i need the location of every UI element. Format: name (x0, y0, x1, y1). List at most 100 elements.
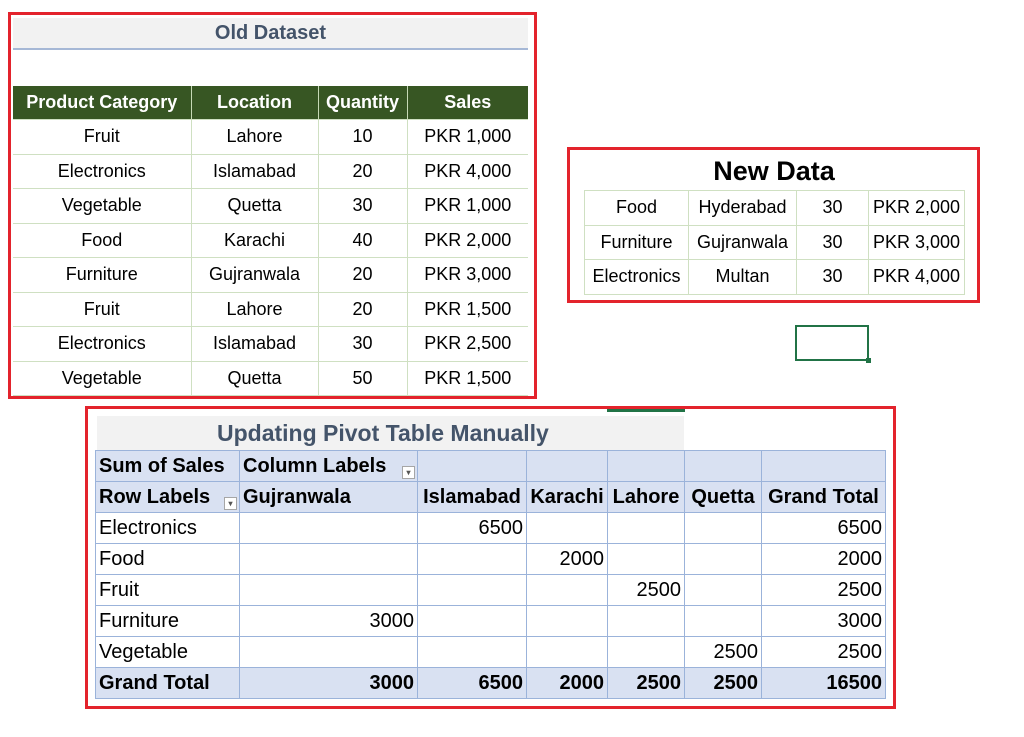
pivot-value-cell[interactable] (684, 512, 762, 544)
table-cell[interactable]: PKR 1,500 (407, 291, 528, 327)
pivot-value-cell[interactable] (607, 636, 685, 668)
table-cell[interactable]: 30 (796, 259, 869, 295)
table-cell[interactable]: Furniture (13, 257, 192, 293)
pivot-value-cell[interactable] (417, 543, 527, 575)
table-cell[interactable]: Furniture (584, 224, 689, 260)
grand-total-value[interactable]: 6500 (417, 667, 527, 699)
grand-total-value[interactable]: 16500 (761, 667, 886, 699)
pivot-value-cell[interactable] (239, 574, 418, 606)
table-cell[interactable]: Quetta (191, 188, 319, 224)
row-labels-cell[interactable]: Row Labels ▾ (95, 481, 240, 513)
table-cell[interactable]: Islamabad (191, 153, 319, 189)
table-cell[interactable]: Quetta (191, 360, 319, 396)
table-cell[interactable]: Multan (688, 259, 797, 295)
table-cell[interactable]: PKR 2,000 (868, 190, 965, 226)
table-cell[interactable]: 50 (318, 360, 408, 396)
table-cell[interactable]: Lahore (191, 119, 319, 155)
table-cell[interactable]: Hyderabad (688, 190, 797, 226)
table-cell[interactable]: 10 (318, 119, 408, 155)
pivot-value-cell[interactable] (526, 605, 608, 637)
table-cell[interactable]: Electronics (584, 259, 689, 295)
header-product-category[interactable]: Product Category (13, 86, 192, 120)
pivot-value-cell[interactable]: 2500 (684, 636, 762, 668)
table-cell[interactable]: 40 (318, 222, 408, 258)
pivot-value-cell[interactable]: 2500 (761, 574, 886, 606)
table-cell[interactable]: 20 (318, 291, 408, 327)
table-cell[interactable]: PKR 4,000 (868, 259, 965, 295)
pivot-value-cell[interactable] (239, 512, 418, 544)
pivot-value-cell[interactable] (607, 605, 685, 637)
pivot-value-cell[interactable]: 2000 (761, 543, 886, 575)
pivot-value-cell[interactable] (417, 574, 527, 606)
sum-of-sales-label[interactable]: Sum of Sales (95, 450, 240, 482)
table-cell[interactable]: 30 (796, 224, 869, 260)
pivot-value-cell[interactable]: 2500 (761, 636, 886, 668)
pivot-row-label[interactable]: Food (95, 543, 240, 575)
grand-total-value[interactable]: 3000 (239, 667, 418, 699)
table-cell[interactable]: Vegetable (13, 188, 192, 224)
grand-total-value[interactable]: 2500 (684, 667, 762, 699)
table-cell[interactable]: PKR 4,000 (407, 153, 528, 189)
col-header-quetta[interactable]: Quetta (684, 481, 762, 513)
table-cell[interactable]: Food (584, 190, 689, 226)
table-cell[interactable]: PKR 1,500 (407, 360, 528, 396)
table-cell[interactable]: PKR 1,000 (407, 119, 528, 155)
col-header-karachi[interactable]: Karachi (526, 481, 608, 513)
col-header-grand-total[interactable]: Grand Total (761, 481, 886, 513)
header-location[interactable]: Location (191, 86, 319, 120)
selected-cell[interactable] (795, 325, 871, 363)
pivot-value-cell[interactable] (526, 574, 608, 606)
pivot-value-cell[interactable] (684, 605, 762, 637)
row-filter-icon[interactable]: ▾ (224, 497, 237, 510)
pivot-value-cell[interactable] (526, 636, 608, 668)
pivot-value-cell[interactable]: 6500 (761, 512, 886, 544)
header-quantity[interactable]: Quantity (318, 86, 408, 120)
pivot-value-cell[interactable] (417, 605, 527, 637)
col-header-islamabad[interactable]: Islamabad (417, 481, 527, 513)
table-cell[interactable]: PKR 3,000 (407, 257, 528, 293)
pivot-value-cell[interactable] (684, 574, 762, 606)
pivot-value-cell[interactable] (526, 512, 608, 544)
table-cell[interactable]: Gujranwala (191, 257, 319, 293)
table-cell[interactable]: Lahore (191, 291, 319, 327)
grand-total-label[interactable]: Grand Total (95, 667, 240, 699)
table-cell[interactable]: 30 (796, 190, 869, 226)
col-header-gujranwala[interactable]: Gujranwala (239, 481, 418, 513)
table-cell[interactable]: PKR 3,000 (868, 224, 965, 260)
pivot-value-cell[interactable]: 3000 (239, 605, 418, 637)
column-filter-icon[interactable]: ▾ (402, 466, 415, 479)
pivot-value-cell[interactable]: 3000 (761, 605, 886, 637)
table-cell[interactable]: PKR 2,500 (407, 326, 528, 362)
table-cell[interactable]: Fruit (13, 119, 192, 155)
table-cell[interactable]: Electronics (13, 326, 192, 362)
table-cell[interactable]: Electronics (13, 153, 192, 189)
pivot-value-cell[interactable] (239, 543, 418, 575)
pivot-value-cell[interactable] (684, 543, 762, 575)
pivot-value-cell[interactable]: 2500 (607, 574, 685, 606)
table-cell[interactable]: Islamabad (191, 326, 319, 362)
pivot-value-cell[interactable] (239, 636, 418, 668)
grand-total-value[interactable]: 2500 (607, 667, 685, 699)
table-cell[interactable]: Karachi (191, 222, 319, 258)
grand-total-value[interactable]: 2000 (526, 667, 608, 699)
table-cell[interactable]: 30 (318, 188, 408, 224)
pivot-value-cell[interactable]: 2000 (526, 543, 608, 575)
pivot-row-label[interactable]: Fruit (95, 574, 240, 606)
table-cell[interactable]: Gujranwala (688, 224, 797, 260)
pivot-value-cell[interactable] (607, 512, 685, 544)
table-cell[interactable]: 30 (318, 326, 408, 362)
pivot-value-cell[interactable] (607, 543, 685, 575)
pivot-row-label[interactable]: Vegetable (95, 636, 240, 668)
column-labels-cell[interactable]: Column Labels ▾ (239, 450, 418, 482)
header-sales[interactable]: Sales (407, 86, 528, 120)
pivot-row-label[interactable]: Electronics (95, 512, 240, 544)
table-cell[interactable]: Vegetable (13, 360, 192, 396)
col-header-lahore[interactable]: Lahore (607, 481, 685, 513)
pivot-row-label[interactable]: Furniture (95, 605, 240, 637)
table-cell[interactable]: Food (13, 222, 192, 258)
table-cell[interactable]: 20 (318, 257, 408, 293)
table-cell[interactable]: 20 (318, 153, 408, 189)
table-cell[interactable]: Fruit (13, 291, 192, 327)
pivot-value-cell[interactable]: 6500 (417, 512, 527, 544)
table-cell[interactable]: PKR 1,000 (407, 188, 528, 224)
